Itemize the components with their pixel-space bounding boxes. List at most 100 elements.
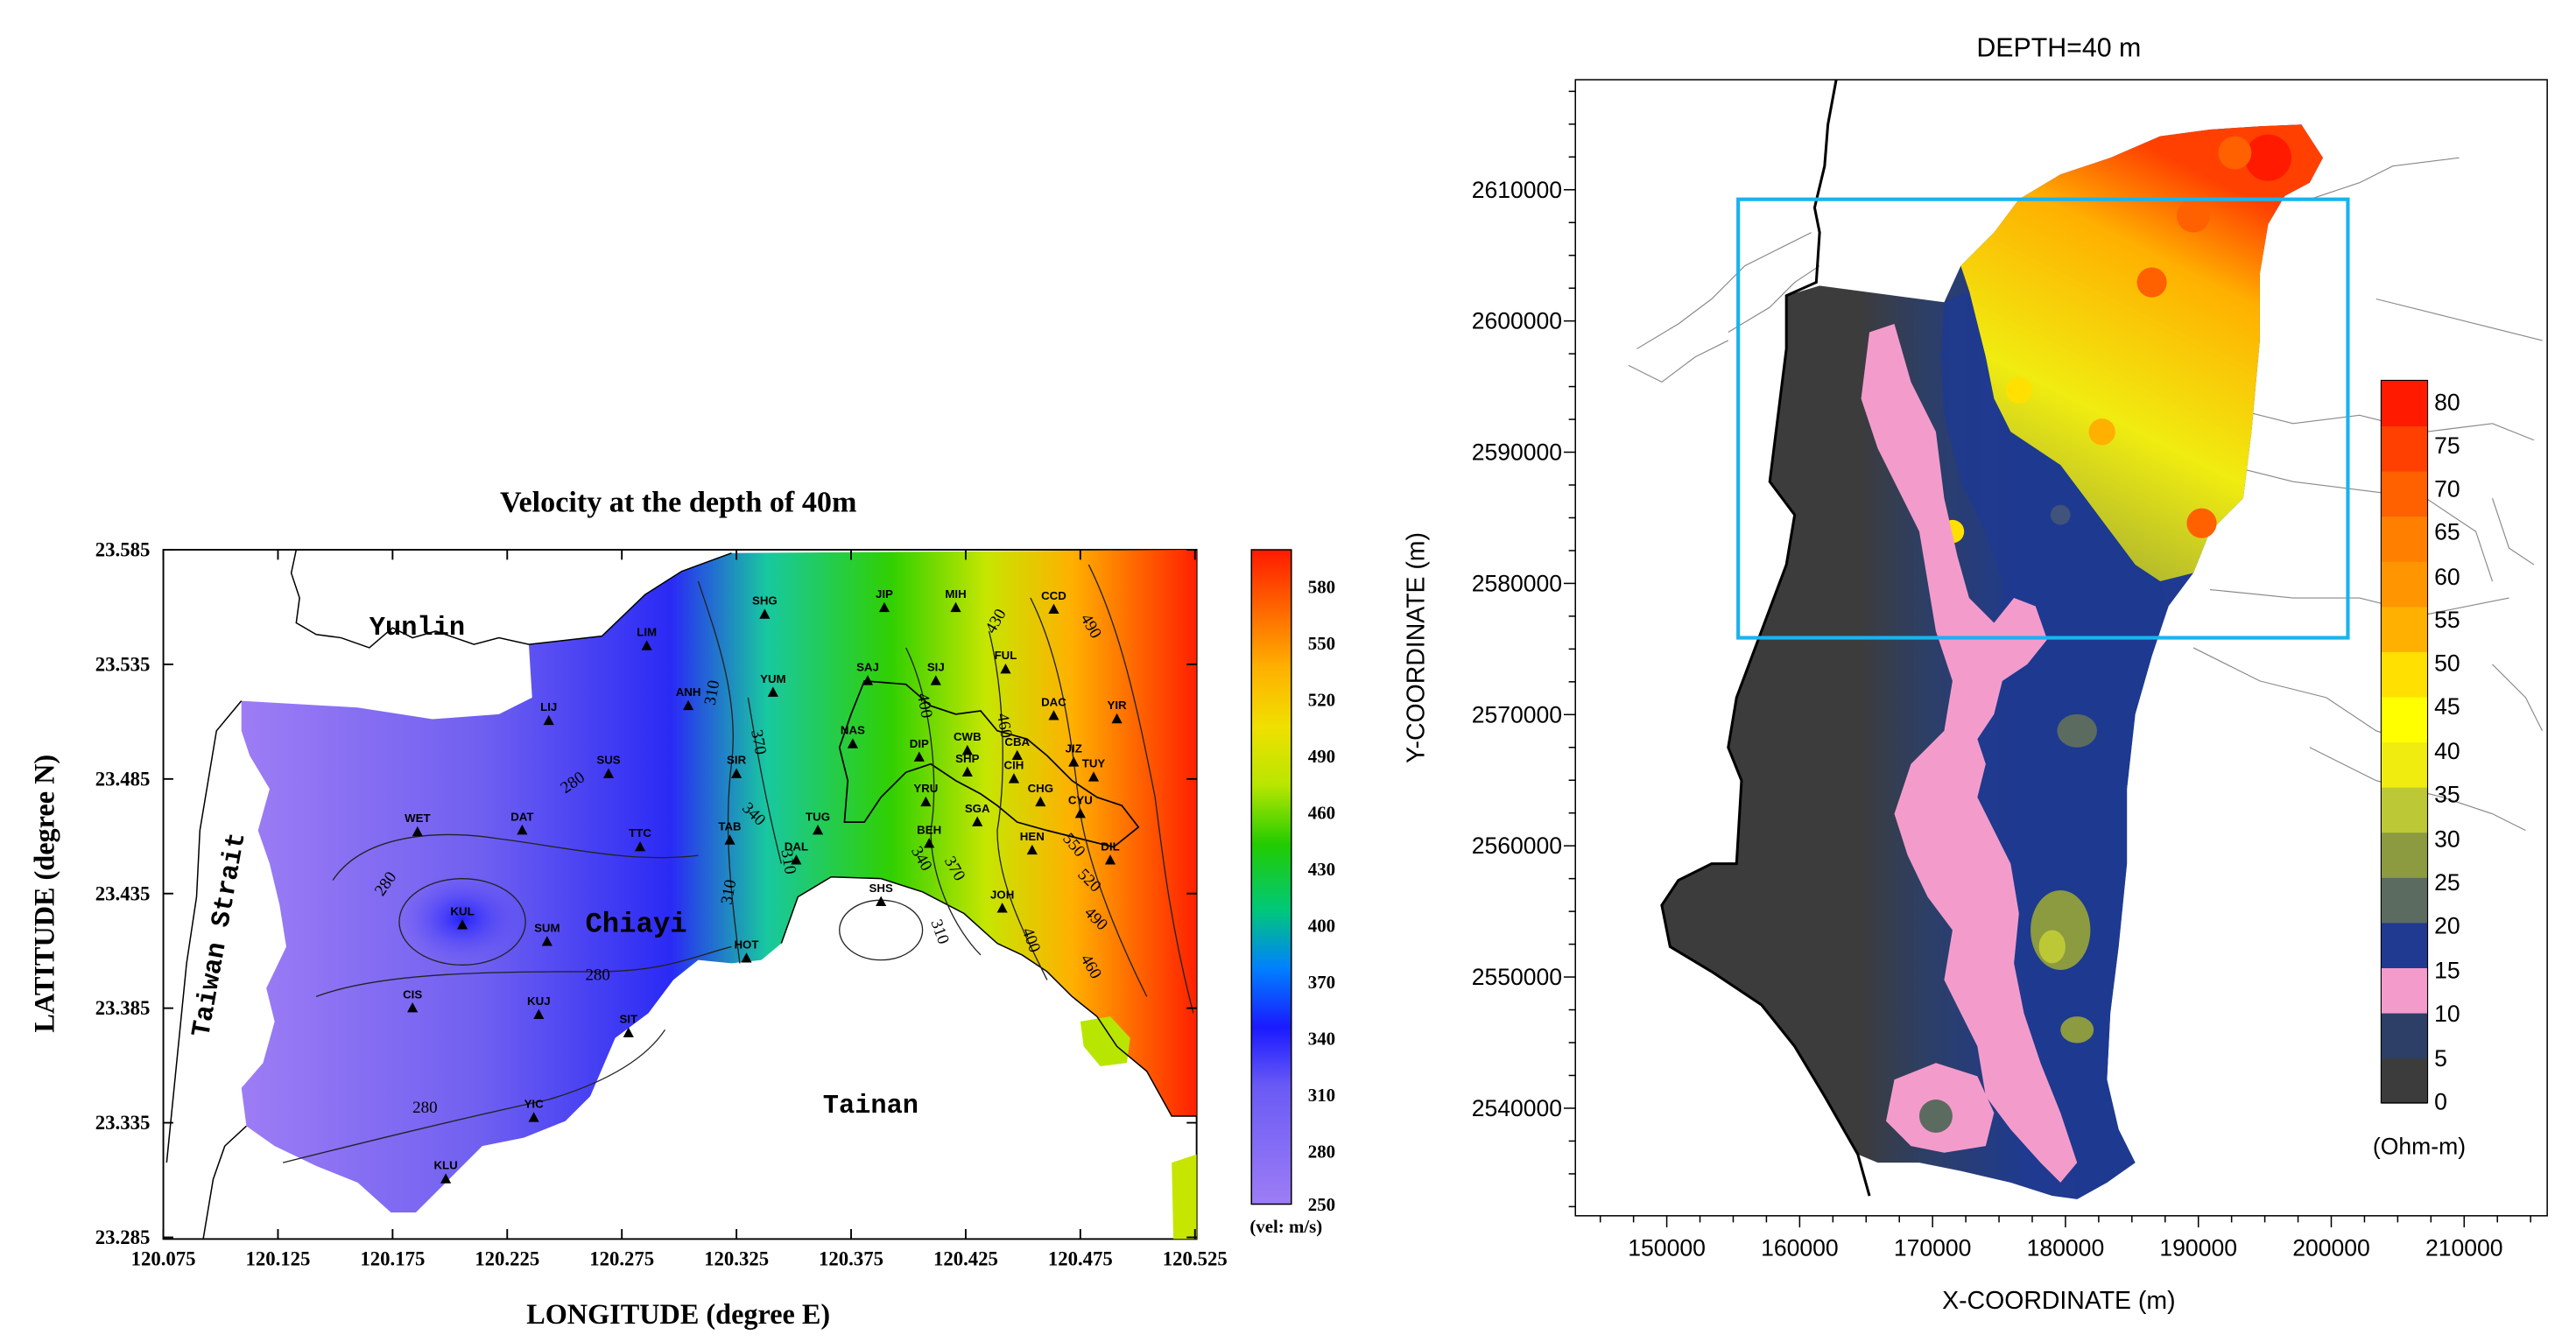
- station-marker-icon: [724, 834, 735, 845]
- x-tick-label: 120.325: [704, 1248, 769, 1270]
- station-label: DAL: [785, 840, 808, 853]
- station-label: ANH: [676, 685, 701, 699]
- colorbar-tick: 340: [1308, 1028, 1335, 1049]
- x-tick-label: 160000: [1761, 1234, 1839, 1261]
- colorbar-segment: [2381, 606, 2428, 652]
- station-ccd: CCD: [1041, 589, 1066, 615]
- station-dat: DAT: [510, 810, 533, 835]
- x-tick-label: 190000: [2159, 1234, 2237, 1261]
- station-marker-icon: [862, 675, 874, 685]
- colorbar-tick: 250: [1308, 1194, 1335, 1215]
- station-jip: JIP: [876, 587, 893, 613]
- station-marker-icon: [533, 1008, 545, 1019]
- y-tick-label: 2560000: [1472, 833, 1562, 859]
- y-tick-label: 2540000: [1472, 1095, 1562, 1121]
- station-shs: SHS: [869, 882, 893, 906]
- y-tick-label: 2580000: [1472, 570, 1562, 596]
- colorbar-segment: [2381, 425, 2428, 472]
- colorbar-tick: 520: [1308, 689, 1335, 710]
- south-velocity-patch: [1172, 1154, 1197, 1240]
- station-label: JOH: [990, 888, 1014, 901]
- station-anh: ANH: [676, 685, 701, 711]
- station-label: DAC: [1041, 695, 1066, 708]
- colorbar-tick: 70: [2434, 475, 2460, 502]
- station-marker-icon: [1035, 796, 1046, 807]
- region-label-chiayi: Chiayi: [585, 908, 686, 940]
- station-nas: NAS: [841, 724, 865, 748]
- pink-resistivity-band: [1861, 323, 2078, 1183]
- y-tick-label: 2590000: [1472, 439, 1562, 466]
- colorbar-tick: 35: [2434, 781, 2460, 807]
- station-label: FUL: [995, 649, 1017, 662]
- station-label: HEN: [1020, 830, 1045, 843]
- station-sus: SUS: [596, 754, 621, 778]
- station-sum: SUM: [534, 921, 560, 946]
- station-label: JIZ: [1066, 741, 1082, 755]
- colorbar-tick: 40: [2434, 738, 2460, 764]
- y-tick-label: 23.535: [95, 654, 151, 676]
- station-kul: KUL: [450, 904, 475, 930]
- station-marker-icon: [1011, 749, 1023, 761]
- station-label: YIC: [524, 1097, 545, 1110]
- y-tick-label: 23.585: [95, 539, 151, 561]
- colorbar-segment: [2381, 696, 2428, 743]
- colorbar-segment: [2381, 786, 2428, 833]
- station-label: DIP: [910, 737, 929, 750]
- station-marker-icon: [913, 751, 925, 762]
- station-beh: BEH: [917, 823, 941, 848]
- colorbar-segment: [2381, 470, 2428, 517]
- station-label: SHG: [752, 594, 778, 608]
- x-tick-label: 120.125: [245, 1248, 310, 1270]
- station-marker-icon: [683, 699, 694, 711]
- station-wet: WET: [405, 812, 431, 837]
- station-marker-icon: [541, 936, 553, 946]
- station-label: KUL: [450, 904, 474, 917]
- station-marker-icon: [412, 826, 423, 837]
- y-tick-label: 23.485: [95, 768, 151, 790]
- resistivity-colorbar-unit: (Ohm-m): [2373, 1134, 2466, 1160]
- colorbar-tick: 80: [2434, 390, 2460, 416]
- station-marker-icon: [641, 640, 652, 650]
- station-kuj: KUJ: [527, 994, 551, 1019]
- velocity-contours: [282, 564, 1194, 1163]
- station-marker-icon: [876, 896, 887, 906]
- x-tick-label: 120.275: [589, 1248, 654, 1270]
- county-boundary-south: [202, 1125, 247, 1240]
- station-marker-icon: [1087, 771, 1100, 782]
- colorbar-segment: [2381, 380, 2428, 427]
- contour-label: 460: [993, 712, 1016, 740]
- station-label: CYU: [1068, 793, 1093, 806]
- station-sga: SGA: [965, 802, 990, 826]
- station-chg: CHG: [1028, 782, 1053, 807]
- station-ttc: TTC: [629, 826, 651, 852]
- mid-resistivity-band: [1940, 291, 2169, 1199]
- y-tick-label: 23.335: [95, 1112, 151, 1134]
- contour-label: 310: [701, 679, 724, 707]
- y-tick-label: 23.435: [95, 882, 151, 904]
- station-joh: JOH: [990, 888, 1014, 913]
- study-area-box: [1736, 197, 2350, 640]
- station-dal: DAL: [785, 840, 808, 865]
- resistivity-y-axis-label: Y-COORDINATE (m): [1403, 532, 1431, 763]
- station-label: SHP: [955, 752, 979, 765]
- station-cih: CIH: [1004, 758, 1024, 783]
- colorbar-tick: 60: [2434, 564, 2460, 590]
- station-sir: SIR: [727, 754, 747, 778]
- station-marker-icon: [528, 1112, 539, 1122]
- colorbar-tick: 50: [2434, 650, 2460, 677]
- coastline-outline: [1660, 80, 1871, 1197]
- colorbar-segment: [2381, 741, 2428, 788]
- velocity-y-ticklabels: 23.585 23.535 23.485 23.435 23.385 23.33…: [95, 539, 151, 1248]
- station-mih: MIH: [945, 587, 967, 613]
- colorbar-tick: 5: [2434, 1045, 2447, 1071]
- southeast-velocity-patch: [1080, 1016, 1130, 1067]
- x-tick-label: 210000: [2425, 1234, 2503, 1261]
- y-tick-label: 23.385: [95, 997, 151, 1019]
- station-label: JIP: [876, 587, 893, 601]
- station-label: SAJ: [856, 661, 879, 674]
- station-ful: FUL: [995, 649, 1017, 674]
- y-tick-label: 2610000: [1472, 177, 1562, 203]
- colorbar-tick: 25: [2434, 869, 2460, 896]
- station-cwb: CWB: [954, 730, 982, 755]
